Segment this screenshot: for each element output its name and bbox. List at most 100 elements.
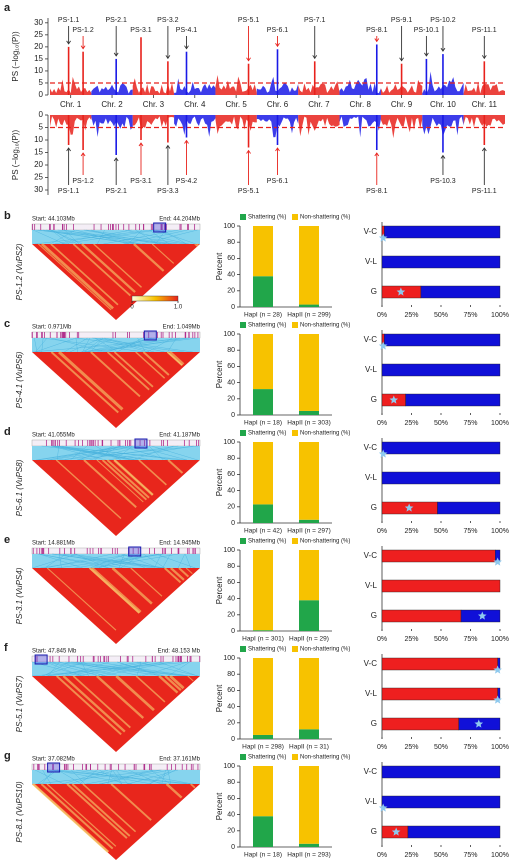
ld-stripe <box>113 459 154 496</box>
ld-link <box>36 445 124 461</box>
y-tick-label: 60 <box>227 579 235 586</box>
block-box <box>143 330 157 341</box>
ld-link <box>123 229 188 245</box>
x-tick-label: 25% <box>404 420 418 427</box>
ld-link <box>49 445 140 461</box>
legend-label: Shattering (%) <box>248 431 286 437</box>
ld-heatmap <box>32 460 200 536</box>
x-tick-label: 50% <box>434 636 448 643</box>
ld-link <box>96 337 189 353</box>
peak-label: PS-8.1 <box>366 188 388 195</box>
ld-link <box>50 229 76 245</box>
y-tick-label: 0 <box>39 90 44 99</box>
snp-strip <box>31 655 201 663</box>
bar-segment <box>299 729 319 739</box>
y-axis-label: Percent <box>215 252 224 280</box>
ld-link <box>155 553 196 569</box>
bar-segment <box>299 442 319 520</box>
bar-segment <box>253 550 273 631</box>
star-marker <box>391 827 401 836</box>
bar-segment <box>381 765 501 779</box>
x-tick-label: HapII (n = 299) <box>287 312 331 319</box>
y-axis-label: PS (−log₁₀(P)) <box>11 130 20 181</box>
y-tick-label: V-C <box>364 659 378 668</box>
peak-label: PS-3.3 <box>157 188 179 195</box>
ld-link <box>75 337 185 353</box>
point-cloud <box>91 115 133 138</box>
arrow-head <box>399 57 404 62</box>
ld-link <box>101 337 155 353</box>
ld-link <box>38 445 131 461</box>
arrow-head <box>440 154 446 159</box>
x-tick-label: 75% <box>463 312 477 319</box>
y-tick-label: 20 <box>227 504 235 511</box>
ld-stripe <box>58 350 124 411</box>
y-tick-label: 100 <box>223 331 235 338</box>
start-label: Start: 37.082Mb <box>32 757 75 763</box>
ld-link <box>65 661 164 677</box>
peak-label: PS-6.1 <box>267 178 289 185</box>
point-cloud <box>215 74 257 95</box>
y-tick-label: G <box>371 287 377 296</box>
x-tick-label: 25% <box>404 852 418 859</box>
arrow-head <box>374 38 380 43</box>
x-tick-label: 50% <box>434 312 448 319</box>
bar-segment <box>253 658 273 735</box>
ld-link <box>58 553 134 569</box>
legend-label: Shattering (%) <box>248 539 286 545</box>
ld-link <box>37 553 123 569</box>
point-cloud <box>215 115 257 134</box>
ld-stripe <box>196 243 199 247</box>
star-marker <box>478 611 487 620</box>
ld-stripe <box>158 675 179 694</box>
point-cloud <box>380 115 423 139</box>
x-tick-label: HapII (n = 29) <box>289 636 329 643</box>
x-tick-label: Chr. 6 <box>267 100 289 109</box>
arrow-head <box>246 149 251 154</box>
y-tick-label: V-L <box>365 689 378 698</box>
y-axis-label: PS-8.1 (VuPS10) <box>15 781 24 843</box>
colorbar-tick-label: 0 <box>130 305 134 311</box>
ld-link <box>85 229 186 245</box>
ld-link <box>116 769 193 785</box>
end-label: End: 14.945Mb <box>159 541 200 547</box>
ld-link <box>101 661 172 677</box>
bar-segment <box>253 816 273 847</box>
ld-stripe <box>130 567 163 597</box>
point-cloud <box>298 81 340 95</box>
ld-heatmap <box>32 568 200 644</box>
arrow-head <box>80 152 86 157</box>
peak-label: PS-10.3 <box>430 178 455 185</box>
arrow-head <box>275 43 280 48</box>
ld-link <box>97 229 105 245</box>
bar-segment <box>253 734 273 739</box>
ld-link <box>127 769 179 785</box>
y-tick-label: 20 <box>227 612 235 619</box>
start-label: Start: 44.103Mb <box>32 217 75 223</box>
y-tick-label: V-C <box>364 227 378 236</box>
point-cloud <box>174 115 216 137</box>
end-label: End: 41.187Mb <box>159 433 200 439</box>
y-tick-label: V-L <box>365 473 378 482</box>
ld-link <box>104 337 165 353</box>
bar-segment <box>381 549 496 563</box>
bar-segment <box>253 630 273 631</box>
x-tick-label: HapI (n = 18) <box>244 420 282 427</box>
peak-label: PS-6.1 <box>267 27 289 34</box>
block-box <box>47 762 61 773</box>
ld-stripe <box>106 351 150 391</box>
ld-link <box>94 661 151 677</box>
block-box <box>128 546 142 557</box>
bar-segment <box>299 334 319 411</box>
end-label: End: 44.204Mb <box>159 217 200 223</box>
ld-link <box>84 337 103 353</box>
bar-segment <box>381 657 498 671</box>
x-tick-label: 75% <box>463 420 477 427</box>
panel-label: d <box>4 426 11 438</box>
y-tick-label: 20 <box>227 828 235 835</box>
point-cloud <box>132 78 175 95</box>
y-tick-label: 60 <box>227 471 235 478</box>
bar-segment <box>299 550 319 601</box>
arrow-head <box>184 139 189 144</box>
start-label: Start: 0.971Mb <box>32 325 72 331</box>
